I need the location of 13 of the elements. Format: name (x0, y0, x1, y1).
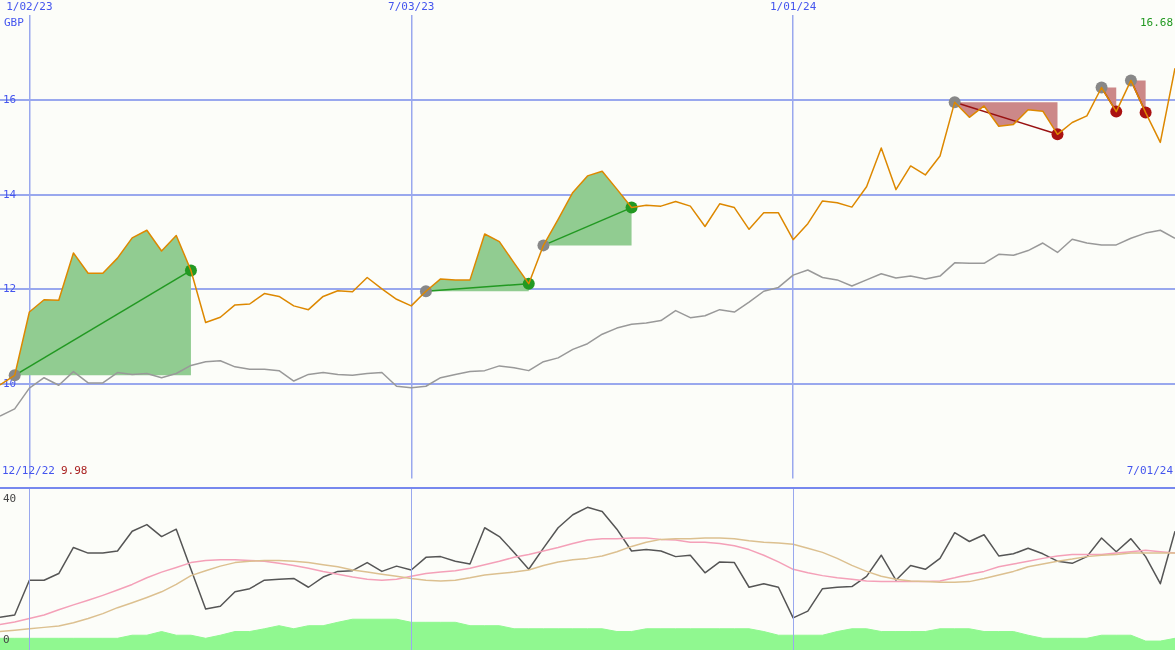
y-tick-label: 0 (3, 633, 10, 647)
x-tick-label: 7/03/23 (388, 0, 435, 14)
annotation: 9.98 (60, 464, 88, 478)
y-tick-label: 12 (3, 282, 17, 296)
annotation: 7/01/24 (1126, 464, 1174, 478)
y-tick-label: 14 (3, 187, 17, 201)
y-tick-label: 40 (3, 492, 17, 506)
x-tick-label: 1/01/24 (769, 0, 817, 14)
y-axis-title: GBP (4, 16, 25, 30)
x-tick-label: 1/02/23 (6, 0, 53, 14)
annotation: 16.68 (1139, 16, 1174, 30)
annotation: 12/12/22 (2, 464, 55, 478)
y-tick-label: 16 (3, 93, 17, 107)
